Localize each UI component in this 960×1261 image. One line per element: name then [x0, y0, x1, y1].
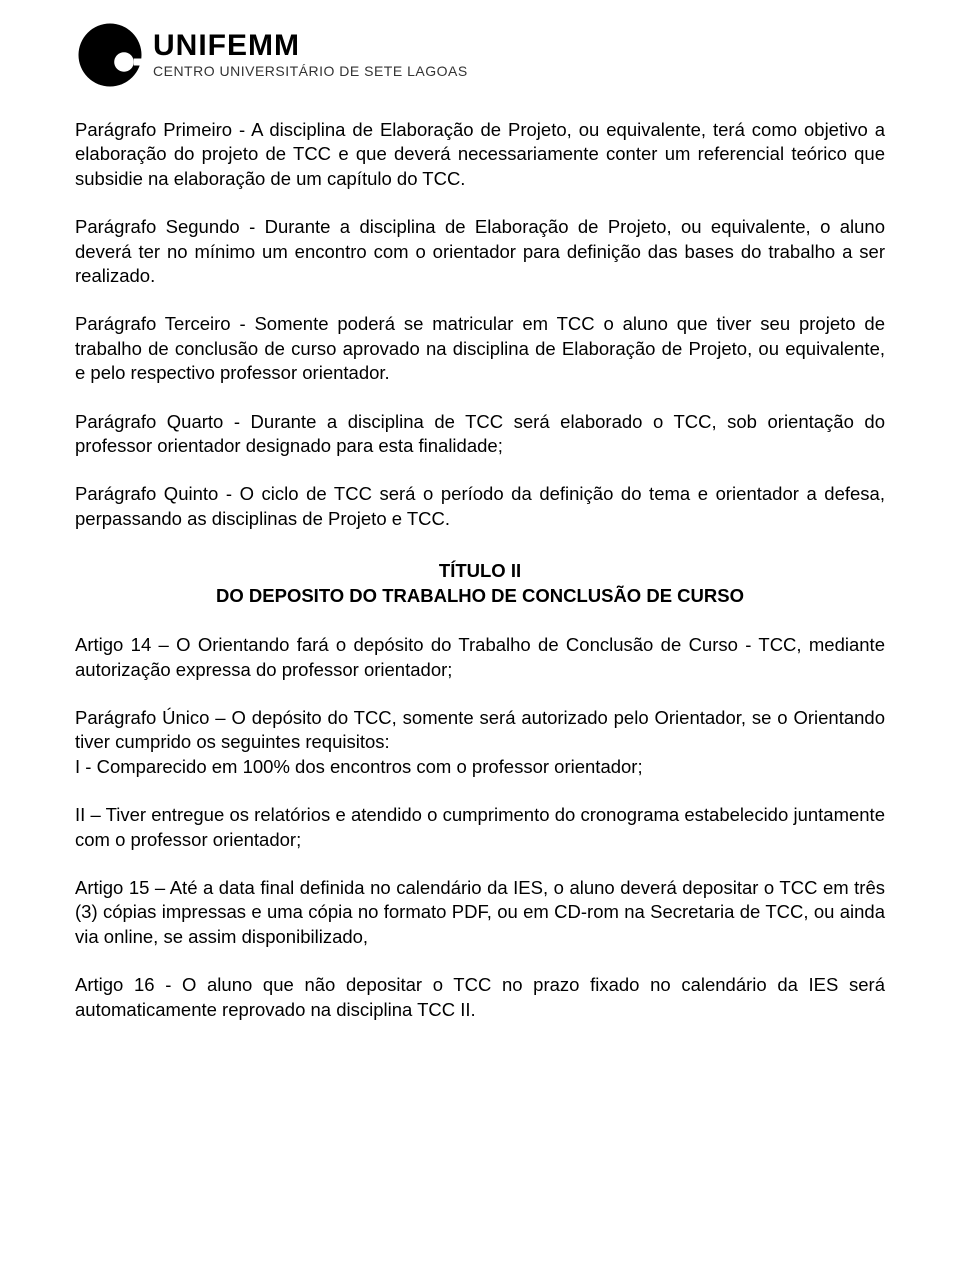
paragrafo-unico: Parágrafo Único – O depósito do TCC, som… [75, 706, 885, 779]
logo-icon [75, 20, 145, 90]
paragraph-quinto: Parágrafo Quinto - O ciclo de TCC será o… [75, 482, 885, 531]
paragraph-segundo: Parágrafo Segundo - Durante a disciplina… [75, 215, 885, 288]
requisito-ii: II – Tiver entregue os relatórios e aten… [75, 803, 885, 852]
section-title-line1: TÍTULO II [75, 559, 885, 584]
section-title-line2: DO DEPOSITO DO TRABALHO DE CONCLUSÃO DE … [75, 584, 885, 609]
artigo-15: Artigo 15 – Até a data final definida no… [75, 876, 885, 949]
logo-header: UNIFEMM CENTRO UNIVERSITÁRIO DE SETE LAG… [75, 20, 885, 90]
artigo-16: Artigo 16 - O aluno que não depositar o … [75, 973, 885, 1022]
paragraph-terceiro: Parágrafo Terceiro - Somente poderá se m… [75, 312, 885, 385]
requisito-i: I - Comparecido em 100% dos encontros co… [75, 756, 643, 777]
paragraph-primeiro: Parágrafo Primeiro - A disciplina de Ela… [75, 118, 885, 191]
logo-title: UNIFEMM [153, 31, 468, 61]
section-title-titulo-ii: TÍTULO II DO DEPOSITO DO TRABALHO DE CON… [75, 559, 885, 609]
logo-text: UNIFEMM CENTRO UNIVERSITÁRIO DE SETE LAG… [153, 31, 468, 79]
logo-subtitle: CENTRO UNIVERSITÁRIO DE SETE LAGOAS [153, 63, 468, 79]
artigo-14: Artigo 14 – O Orientando fará o depósito… [75, 633, 885, 682]
paragrafo-unico-intro: Parágrafo Único – O depósito do TCC, som… [75, 707, 885, 752]
paragraph-quarto: Parágrafo Quarto - Durante a disciplina … [75, 410, 885, 459]
